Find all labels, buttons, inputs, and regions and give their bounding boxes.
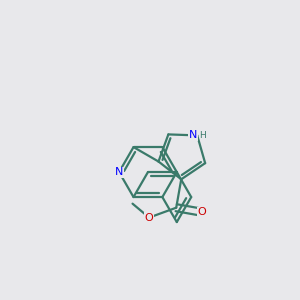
Text: H: H: [200, 131, 206, 140]
Text: N: N: [115, 167, 123, 177]
Text: O: O: [197, 207, 206, 217]
Text: N: N: [189, 130, 197, 140]
Text: O: O: [145, 213, 154, 223]
